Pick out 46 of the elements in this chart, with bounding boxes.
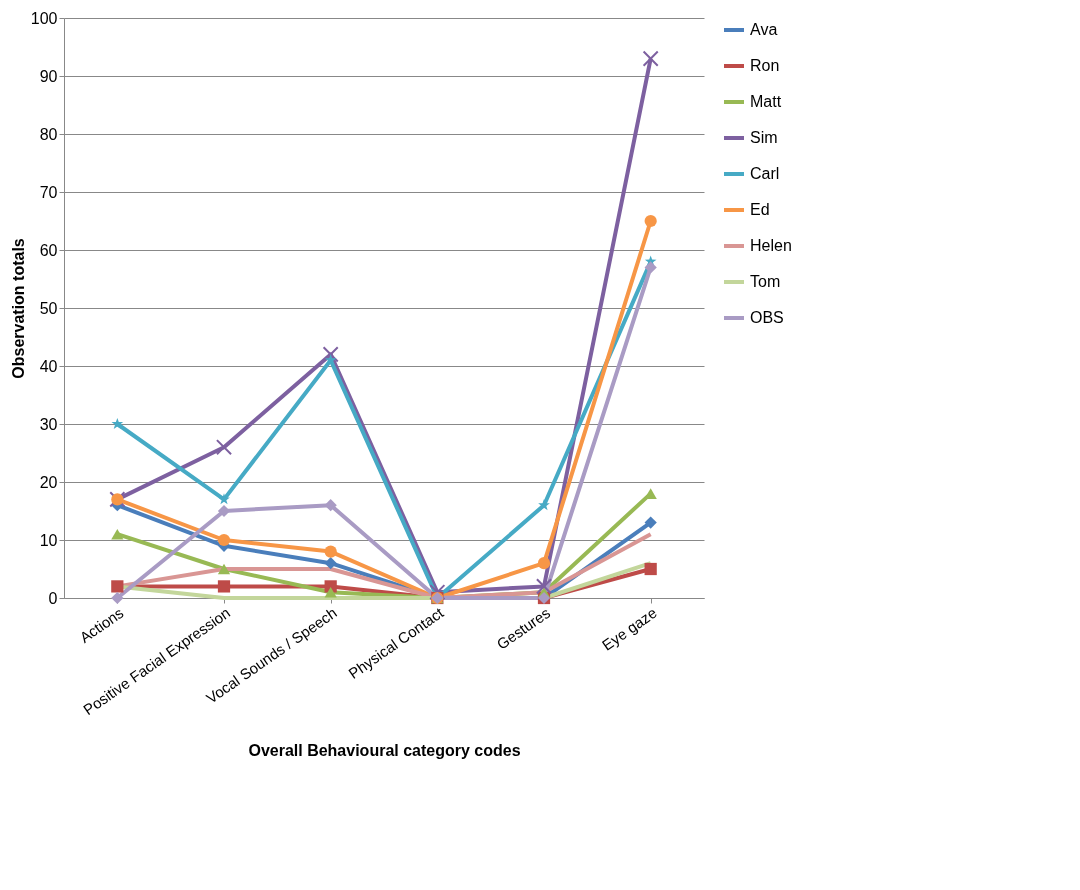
y-tick-label: 0: [48, 589, 58, 607]
point: [217, 533, 231, 547]
y-tick-label: 90: [39, 67, 58, 85]
y-tick-label: 20: [39, 473, 58, 491]
point: [217, 504, 231, 518]
point: [644, 516, 657, 529]
point: [218, 493, 230, 505]
point: [322, 346, 339, 363]
y-tick-label: 30: [39, 415, 58, 433]
y-tick-label: 100: [30, 9, 58, 27]
y-tick-label: 40: [39, 357, 58, 375]
point: [644, 214, 657, 228]
point: [535, 578, 553, 595]
legend-label: Helen: [750, 237, 792, 254]
y-tick-label: 70: [39, 183, 58, 201]
point: [111, 580, 124, 593]
legend-label: Matt: [750, 93, 782, 110]
point: [111, 591, 124, 605]
y-axis-title: Observation totals: [9, 238, 27, 379]
point: [215, 439, 233, 456]
legend-label: Carl: [750, 165, 780, 182]
legend-label: Ava: [750, 21, 778, 38]
y-tick-label: 80: [39, 125, 58, 143]
point: [644, 261, 657, 274]
y-tick-label: 50: [39, 299, 58, 317]
point: [111, 528, 124, 540]
point: [644, 562, 657, 576]
point: [538, 499, 550, 511]
point: [324, 557, 337, 570]
point: [324, 545, 337, 558]
legend-label: OBS: [750, 309, 784, 326]
point: [642, 50, 659, 67]
point: [217, 580, 231, 593]
legend-label: Tom: [750, 273, 781, 290]
point: [429, 584, 446, 601]
legend-label: Sim: [750, 129, 778, 146]
point: [537, 557, 551, 570]
point: [111, 417, 124, 429]
point: [324, 586, 337, 598]
x-axis-title: Overall Behavioural category codes: [248, 742, 521, 760]
legend-label: Ed: [750, 201, 770, 218]
legend-label: Ron: [750, 57, 780, 74]
point: [217, 563, 231, 575]
y-tick-label: 60: [39, 241, 58, 259]
x-tick-label: Eye gaze: [598, 603, 660, 654]
y-tick-label: 10: [39, 531, 58, 549]
